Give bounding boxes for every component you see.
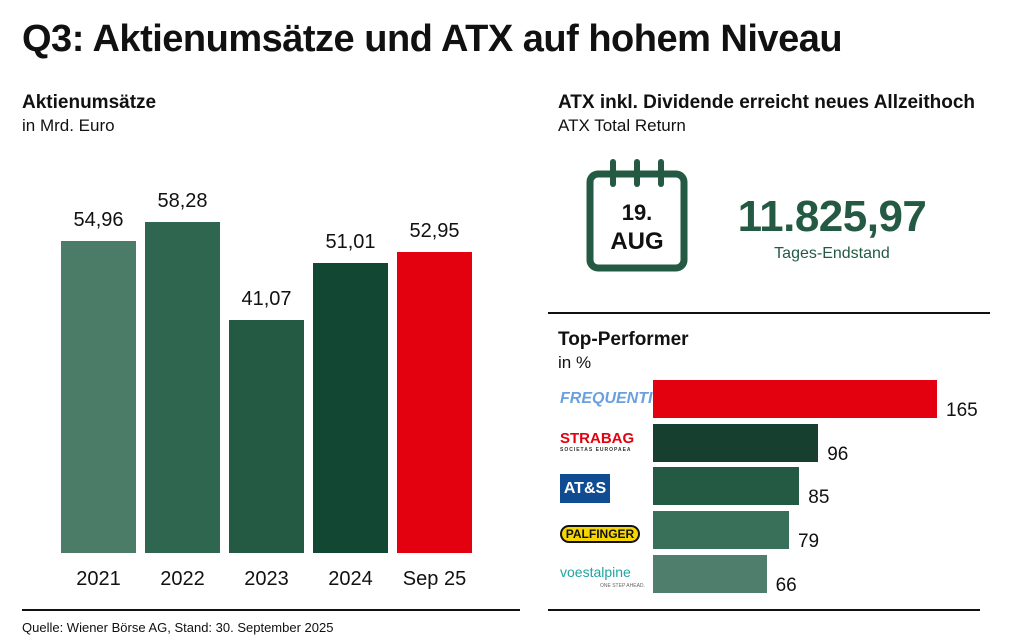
bar-value-label: 41,07	[241, 287, 292, 310]
bar-strabag	[653, 424, 819, 462]
left-heading: Aktienumsätze	[22, 92, 157, 113]
bar-value-label: 54,96	[73, 208, 124, 231]
page-title: Q3: Aktienumsätze und ATX auf hohem Nive…	[22, 18, 843, 60]
x-tick-label: 2022	[160, 568, 205, 590]
bar-2023	[229, 319, 304, 553]
voestalpine-logo: voestalpine	[560, 564, 631, 580]
bar-frequentis	[653, 380, 937, 418]
bar-voestalpine	[653, 555, 767, 593]
x-tick-label: 2024	[328, 568, 373, 590]
bar-ats	[653, 467, 800, 505]
calendar-day: 19.	[621, 200, 653, 225]
left-divider	[22, 609, 520, 611]
bar-value-label: 165	[946, 400, 978, 421]
source-footer: Quelle: Wiener Börse AG, Stand: 30. Sept…	[22, 620, 334, 635]
ats-logo: AT&S	[560, 474, 610, 503]
bar-value-label: 79	[797, 531, 820, 552]
x-tick-label: 2021	[76, 568, 121, 590]
bar-value-label: 96	[827, 444, 849, 465]
x-tick-label: 2023	[244, 568, 289, 590]
calendar-icon: 19. AUG	[586, 158, 688, 272]
atx-heading: ATX inkl. Dividende erreicht neues Allze…	[558, 92, 976, 113]
performer-subheading: in %	[558, 353, 592, 372]
bar-value-label: 52,95	[409, 220, 460, 243]
right-bottom-divider	[548, 609, 980, 611]
bar-value-label: 51,01	[325, 231, 376, 254]
bar-2021	[61, 240, 136, 553]
bar-sep-25	[397, 252, 472, 553]
palfinger-logo: PALFINGER	[560, 525, 640, 543]
atx-value-label: Tages-Endstand	[774, 245, 890, 262]
bar-value-label: 85	[808, 487, 830, 508]
voestalpine-logo-sub: ONE STEP AHEAD.	[600, 583, 645, 589]
x-tick-label: Sep 25	[402, 568, 467, 590]
right-divider	[548, 312, 990, 314]
performer-heading: Top-Performer	[558, 329, 689, 350]
bar-2024	[313, 263, 388, 553]
strabag-logo: STRABAG	[560, 430, 635, 447]
left-subheading: in Mrd. Euro	[22, 116, 115, 135]
atx-subheading: ATX Total Return	[558, 116, 686, 135]
bar-value-label: 66	[775, 575, 797, 596]
frequentis-logo: FREQUENTIS	[560, 390, 664, 407]
atx-value: 11.825,97	[737, 192, 927, 241]
bar-2022	[145, 222, 220, 553]
bar-palfinger	[653, 511, 789, 549]
calendar-month: AUG	[610, 228, 664, 255]
strabag-logo-sub: SOCIETAS EUROPAEA	[560, 447, 632, 453]
bar-value-label: 58,28	[157, 190, 208, 212]
